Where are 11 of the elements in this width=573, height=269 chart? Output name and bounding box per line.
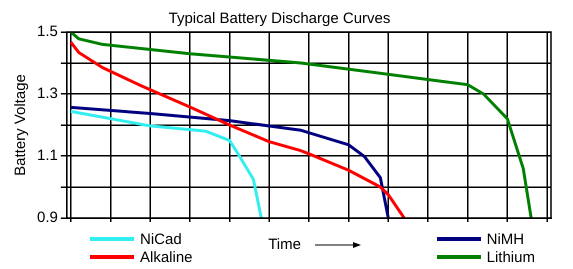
y-axis-title: Battery Voltage — [12, 74, 30, 176]
y-tick-label: 1.3 — [36, 85, 58, 102]
x-axis-title: Time — [268, 236, 301, 253]
legend-label: Lithium — [486, 248, 535, 266]
chart-title: Typical Battery Discharge Curves — [168, 10, 390, 28]
y-tick-label: 1.5 — [36, 23, 58, 40]
y-tick-label: 0.9 — [36, 209, 58, 226]
legend-label: NiCad — [140, 230, 182, 248]
legend-label: NiMH — [486, 230, 524, 248]
legend-label: Alkaline — [140, 248, 193, 266]
y-tick-label: 1.1 — [36, 147, 58, 164]
